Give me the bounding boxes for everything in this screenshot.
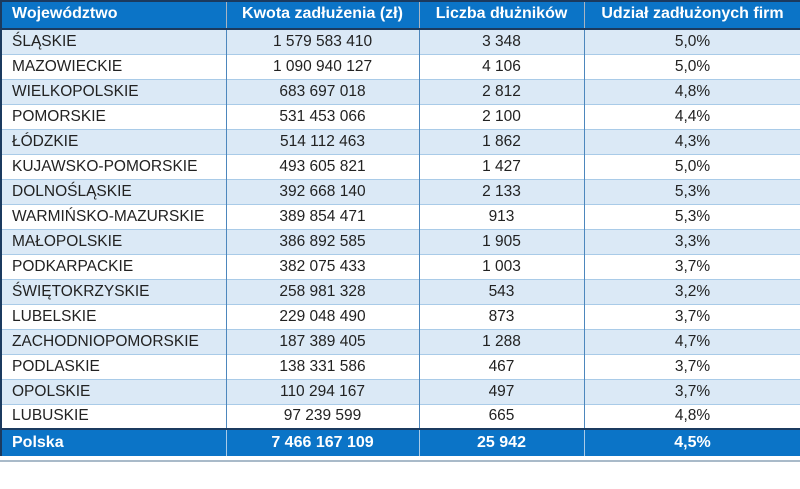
table-row: PODLASKIE 138 331 586 467 3,7% xyxy=(1,353,800,379)
cell-debtors: 1 427 xyxy=(418,153,584,179)
cell-amount: 229 048 490 xyxy=(225,303,419,329)
cell-region: POMORSKIE xyxy=(1,103,226,129)
cell-amount: 110 294 167 xyxy=(225,378,419,404)
cell-share: 3,7% xyxy=(583,353,800,379)
cell-region: ZACHODNIOPOMORSKIE xyxy=(1,328,226,354)
cell-share: 5,0% xyxy=(583,29,800,54)
cell-amount: 187 389 405 xyxy=(225,328,419,354)
cell-debtors: 2 133 xyxy=(418,178,584,204)
column-header-region: Województwo xyxy=(1,1,226,30)
table-row: ZACHODNIOPOMORSKIE 187 389 405 1 288 4,7… xyxy=(1,328,800,354)
column-header-amount: Kwota zadłużenia (zł) xyxy=(225,1,419,30)
table-row: ŚWIĘTOKRZYSKIE 258 981 328 543 3,2% xyxy=(1,278,800,304)
cell-amount: 386 892 585 xyxy=(225,228,419,254)
cell-region: KUJAWSKO-POMORSKIE xyxy=(1,153,226,179)
cell-amount: 389 854 471 xyxy=(225,203,419,229)
cell-region: PODLASKIE xyxy=(1,353,226,379)
cell-region: LUBELSKIE xyxy=(1,303,226,329)
cell-region: MAŁOPOLSKIE xyxy=(1,228,226,254)
cell-share: 3,7% xyxy=(583,253,800,279)
total-cell-region: Polska xyxy=(1,428,226,456)
cell-share: 4,8% xyxy=(583,403,800,429)
cell-region: PODKARPACKIE xyxy=(1,253,226,279)
cell-region: ŚWIĘTOKRZYSKIE xyxy=(1,278,226,304)
cell-debtors: 1 003 xyxy=(418,253,584,279)
header-row: Województwo Kwota zadłużenia (zł) Liczba… xyxy=(1,1,800,30)
table-footer: Polska 7 466 167 109 25 942 4,5% xyxy=(1,428,800,456)
table-row: ŚLĄSKIE 1 579 583 410 3 348 5,0% xyxy=(1,29,800,54)
cell-share: 4,3% xyxy=(583,128,800,154)
cell-amount: 531 453 066 xyxy=(225,103,419,129)
cell-amount: 493 605 821 xyxy=(225,153,419,179)
table-row: ŁÓDZKIE 514 112 463 1 862 4,3% xyxy=(1,128,800,154)
cell-amount: 683 697 018 xyxy=(225,78,419,104)
table-row: WIELKOPOLSKIE 683 697 018 2 812 4,8% xyxy=(1,78,800,104)
cell-share: 5,3% xyxy=(583,203,800,229)
cell-share: 5,0% xyxy=(583,153,800,179)
column-header-debtors: Liczba dłużników xyxy=(418,1,584,30)
cell-debtors: 1 862 xyxy=(418,128,584,154)
cell-share: 4,8% xyxy=(583,78,800,104)
table-row: PODKARPACKIE 382 075 433 1 003 3,7% xyxy=(1,253,800,279)
cell-debtors: 873 xyxy=(418,303,584,329)
cell-debtors: 3 348 xyxy=(418,29,584,54)
table-row: MAŁOPOLSKIE 386 892 585 1 905 3,3% xyxy=(1,228,800,254)
table-body: ŚLĄSKIE 1 579 583 410 3 348 5,0% MAZOWIE… xyxy=(1,29,800,429)
table-row: DOLNOŚLĄSKIE 392 668 140 2 133 5,3% xyxy=(1,178,800,204)
table-row: MAZOWIECKIE 1 090 940 127 4 106 5,0% xyxy=(1,53,800,79)
bottom-gap xyxy=(0,456,800,460)
cell-share: 5,0% xyxy=(583,53,800,79)
cell-debtors: 543 xyxy=(418,278,584,304)
cell-amount: 1 090 940 127 xyxy=(225,53,419,79)
cell-region: WARMIŃSKO-MAZURSKIE xyxy=(1,203,226,229)
column-header-share: Udział zadłużonych firm xyxy=(583,1,800,30)
bottom-rule xyxy=(0,460,800,462)
cell-debtors: 4 106 xyxy=(418,53,584,79)
cell-debtors: 913 xyxy=(418,203,584,229)
cell-region: ŁÓDZKIE xyxy=(1,128,226,154)
cell-share: 3,7% xyxy=(583,303,800,329)
table-row: KUJAWSKO-POMORSKIE 493 605 821 1 427 5,0… xyxy=(1,153,800,179)
table-header: Województwo Kwota zadłużenia (zł) Liczba… xyxy=(1,1,800,30)
table-row: LUBELSKIE 229 048 490 873 3,7% xyxy=(1,303,800,329)
total-cell-debtors: 25 942 xyxy=(418,428,584,456)
total-cell-amount: 7 466 167 109 xyxy=(225,428,419,456)
cell-debtors: 2 100 xyxy=(418,103,584,129)
cell-share: 3,7% xyxy=(583,378,800,404)
table-row: OPOLSKIE 110 294 167 497 3,7% xyxy=(1,378,800,404)
cell-amount: 1 579 583 410 xyxy=(225,29,419,54)
cell-debtors: 1 288 xyxy=(418,328,584,354)
table-row: POMORSKIE 531 453 066 2 100 4,4% xyxy=(1,103,800,129)
cell-debtors: 497 xyxy=(418,378,584,404)
cell-share: 4,4% xyxy=(583,103,800,129)
cell-debtors: 2 812 xyxy=(418,78,584,104)
cell-amount: 382 075 433 xyxy=(225,253,419,279)
cell-amount: 392 668 140 xyxy=(225,178,419,204)
cell-share: 3,2% xyxy=(583,278,800,304)
total-row: Polska 7 466 167 109 25 942 4,5% xyxy=(1,428,800,456)
cell-region: WIELKOPOLSKIE xyxy=(1,78,226,104)
total-cell-share: 4,5% xyxy=(583,428,800,456)
cell-amount: 514 112 463 xyxy=(225,128,419,154)
cell-region: DOLNOŚLĄSKIE xyxy=(1,178,226,204)
cell-amount: 258 981 328 xyxy=(225,278,419,304)
cell-region: MAZOWIECKIE xyxy=(1,53,226,79)
table-row: LUBUSKIE 97 239 599 665 4,8% xyxy=(1,403,800,429)
cell-debtors: 1 905 xyxy=(418,228,584,254)
cell-region: LUBUSKIE xyxy=(1,403,226,429)
cell-debtors: 665 xyxy=(418,403,584,429)
cell-debtors: 467 xyxy=(418,353,584,379)
cell-region: ŚLĄSKIE xyxy=(1,29,226,54)
debt-by-voivodeship-table: Województwo Kwota zadłużenia (zł) Liczba… xyxy=(0,0,800,456)
cell-share: 3,3% xyxy=(583,228,800,254)
cell-share: 4,7% xyxy=(583,328,800,354)
cell-share: 5,3% xyxy=(583,178,800,204)
cell-amount: 138 331 586 xyxy=(225,353,419,379)
cell-region: OPOLSKIE xyxy=(1,378,226,404)
table-row: WARMIŃSKO-MAZURSKIE 389 854 471 913 5,3% xyxy=(1,203,800,229)
cell-amount: 97 239 599 xyxy=(225,403,419,429)
